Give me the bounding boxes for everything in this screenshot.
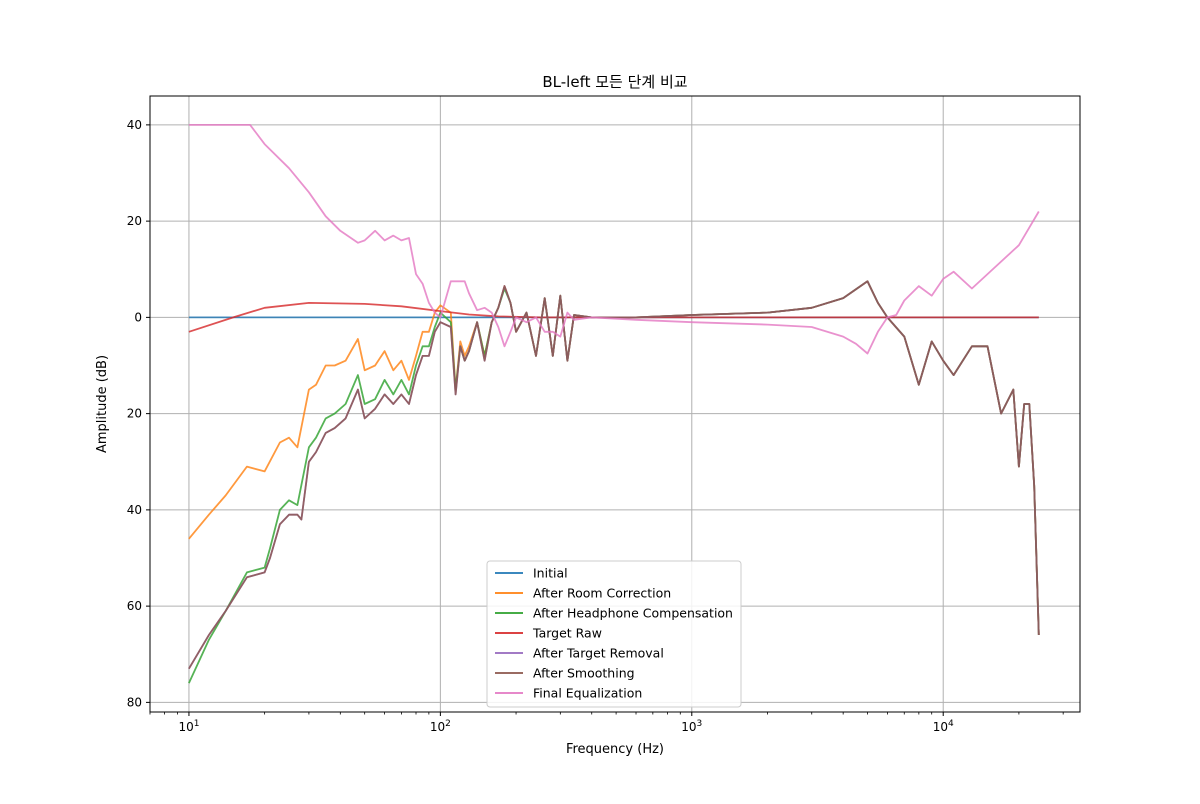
legend-label: After Smoothing — [533, 666, 635, 681]
legend-label: Initial — [533, 566, 568, 581]
x-axis-label: Frequency (Hz) — [566, 742, 664, 757]
legend-label: Final Equalization — [533, 686, 642, 701]
y-tick-label: 20 — [127, 214, 142, 228]
series-line-6 — [189, 125, 1039, 354]
x-tick-label: 104 — [933, 719, 954, 734]
y-axis-label: Amplitude (dB) — [95, 355, 110, 453]
legend-label: After Headphone Compensation — [533, 606, 733, 621]
y-tick-label: 20 — [127, 407, 142, 421]
legend-label: After Target Removal — [533, 646, 664, 661]
chart-title: BL-left 모든 단계 비교 — [542, 73, 687, 91]
legend-label: Target Raw — [532, 626, 602, 641]
y-axis: 40 20 0 20 40 60 80 — [127, 118, 150, 710]
x-tick-label: 102 — [430, 719, 451, 734]
y-tick-label: 60 — [127, 599, 142, 613]
x-tick-label: 103 — [681, 719, 702, 734]
x-tick-label: 101 — [178, 719, 199, 734]
y-tick-label: 0 — [134, 310, 142, 324]
legend-label: After Room Correction — [533, 586, 671, 601]
x-axis: 101 102 103 104 — [178, 712, 954, 734]
y-tick-label: 80 — [127, 695, 142, 709]
legend: Initial After Room Correction After Headph… — [487, 561, 741, 707]
y-tick-label: 40 — [127, 503, 142, 517]
y-tick-label: 40 — [127, 118, 142, 132]
